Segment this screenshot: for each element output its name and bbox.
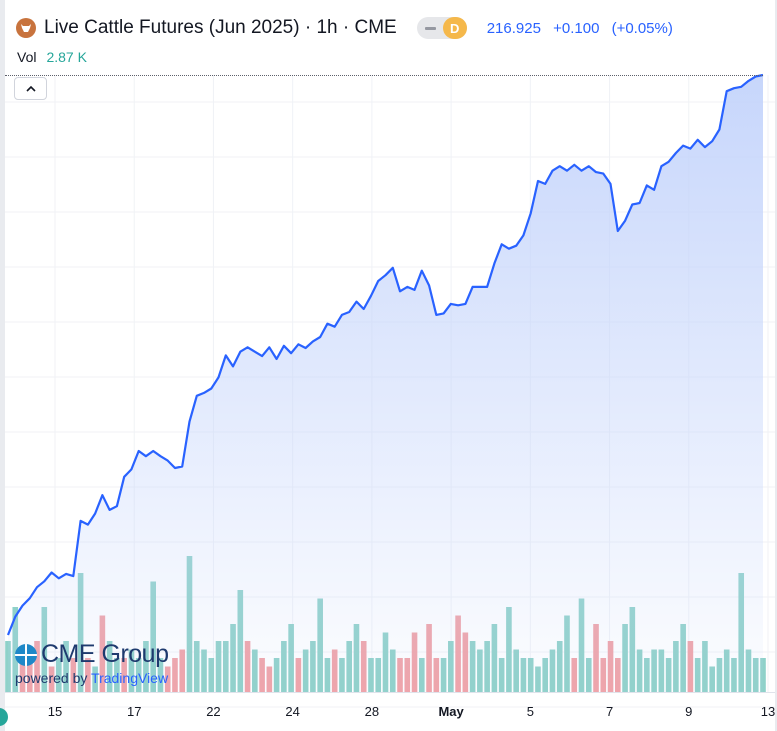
chart-frame-left — [0, 0, 5, 731]
price-change: +0.100 — [553, 19, 600, 37]
price-readout: 216.925 +0.100 (+0.05%) — [487, 20, 681, 37]
volume-label: Vol — [17, 49, 37, 65]
price-area-fill — [8, 75, 763, 692]
x-tick-label: 22 — [206, 704, 220, 719]
x-tick-label: May — [438, 704, 464, 719]
x-tick-label: 15 — [48, 704, 62, 719]
corner-indicator — [0, 708, 8, 726]
price-line — [6, 73, 764, 636]
x-tick-label: 9 — [685, 704, 692, 719]
timeframe-toggle[interactable]: D — [416, 17, 467, 39]
chevron-up-icon — [25, 85, 36, 92]
volume-legend: Vol 2.87 K — [17, 49, 87, 65]
last-price: 216.925 — [486, 19, 541, 37]
watermark-brand: CME Group — [41, 640, 169, 668]
collapse-legend-button[interactable] — [14, 77, 47, 100]
pane-separator — [5, 75, 763, 76]
x-tick-label: 28 — [365, 704, 379, 719]
x-tick-label: 17 — [127, 704, 141, 719]
x-axis: 15 17 22 24 28 May 5 7 9 13 — [5, 692, 775, 719]
volume-value: 2.87 K — [46, 49, 87, 65]
x-tick-label: 13 — [761, 704, 775, 719]
toggle-dash-icon — [424, 27, 436, 30]
cattle-logo-icon — [16, 18, 36, 38]
cme-watermark[interactable]: CME Group powered by TradingView — [15, 640, 169, 686]
price-change-percent: (+0.05%) — [611, 19, 673, 37]
watermark-powered-by: powered by — [15, 670, 88, 686]
volume-bar — [5, 641, 11, 692]
x-tick-label: 24 — [285, 704, 299, 719]
chart-frame-right — [775, 0, 777, 731]
delayed-data-badge: D — [442, 17, 467, 39]
x-tick-label: 7 — [606, 704, 613, 719]
x-tick-label: 5 — [527, 704, 534, 719]
symbol-title[interactable]: Live Cattle Futures (Jun 2025) · 1h · CM… — [44, 17, 397, 38]
globe-icon — [15, 643, 37, 666]
watermark-provider: TradingView — [91, 670, 169, 686]
chart-header: Live Cattle Futures (Jun 2025) · 1h · CM… — [16, 14, 681, 42]
